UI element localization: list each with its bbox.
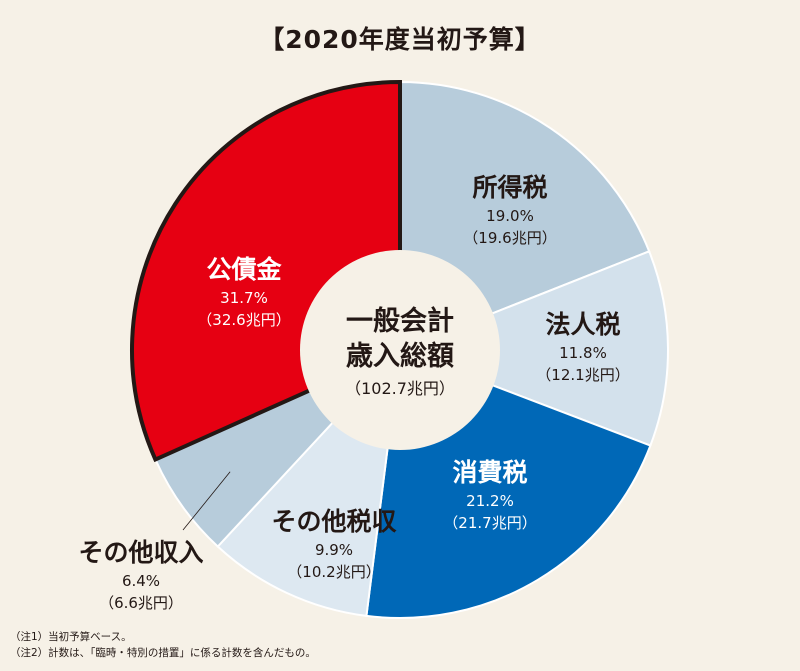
slice-6-pct-text: 31.7%	[220, 289, 268, 307]
slice-2-pct-text: 11.8%	[559, 344, 607, 362]
slice-5-pct-text: 6.4%	[122, 572, 160, 590]
slice-6-label: 公債金 31.7% （32.6兆円）	[197, 255, 290, 329]
footnote-1: （注1）当初予算ベース。	[10, 631, 132, 643]
slice-1-pct-text: 19.0%	[486, 207, 534, 225]
slice-4-pct-text: 9.9%	[315, 541, 353, 559]
center-circle	[300, 250, 500, 450]
slice-6-outline	[130, 79, 402, 463]
slice-4-name-text: その他税収	[271, 507, 397, 536]
slice-3-label: 消費税 21.2% （21.7兆円）	[443, 458, 536, 532]
slice-1-label: 所得税 19.0% （19.6兆円）	[463, 173, 556, 247]
slice-2-wedge	[397, 250, 669, 447]
slice-6-amt-text: （32.6兆円）	[197, 311, 290, 329]
slice-5-name-text: その他収入	[78, 538, 203, 567]
slice-3-name-text: 消費税	[452, 458, 527, 487]
slice-labels: 所得税 19.0% （19.6兆円） 法人税 11.8% （12.1兆円） 消費税 21.2%…	[78, 173, 629, 612]
chart-title: 【2020年度当初予算】	[259, 25, 541, 54]
slice-2-label: 法人税 11.8% （12.1兆円）	[536, 310, 629, 384]
footnotes: （注1）当初予算ベース。 （注2）計数は、「臨時・特別の措置」に係る計数を含んだ…	[10, 629, 316, 661]
leader-line	[182, 471, 231, 531]
slice-3-amt-text: （21.7兆円）	[443, 514, 536, 532]
slice-1-amt-text: （19.6兆円）	[463, 229, 556, 247]
slice-4-amt-text: （10.2兆円）	[287, 563, 380, 581]
slice-2-amt-text: （12.1兆円）	[536, 366, 629, 384]
slice-3-pct-text: 21.2%	[466, 492, 514, 510]
slice-6-name-text: 公債金	[206, 255, 282, 284]
center-line1: 一般会計	[346, 305, 454, 337]
slice-2-name-text: 法人税	[545, 310, 620, 339]
center-total: （102.7兆円）	[345, 379, 455, 398]
slice-5-amt-text: （6.6兆円）	[99, 594, 183, 612]
slice-5-label: その他収入 6.4% （6.6兆円）	[78, 538, 203, 612]
slice-4-label: その他税収 9.9% （10.2兆円）	[271, 507, 397, 581]
footnote-2: （注2）計数は、「臨時・特別の措置」に係る計数を含んだもの。	[10, 647, 316, 659]
center-line2: 歳入総額	[346, 340, 454, 372]
center-hole: 一般会計 歳入総額 （102.7兆円）	[300, 250, 500, 450]
slice-1-name-text: 所得税	[472, 173, 547, 202]
